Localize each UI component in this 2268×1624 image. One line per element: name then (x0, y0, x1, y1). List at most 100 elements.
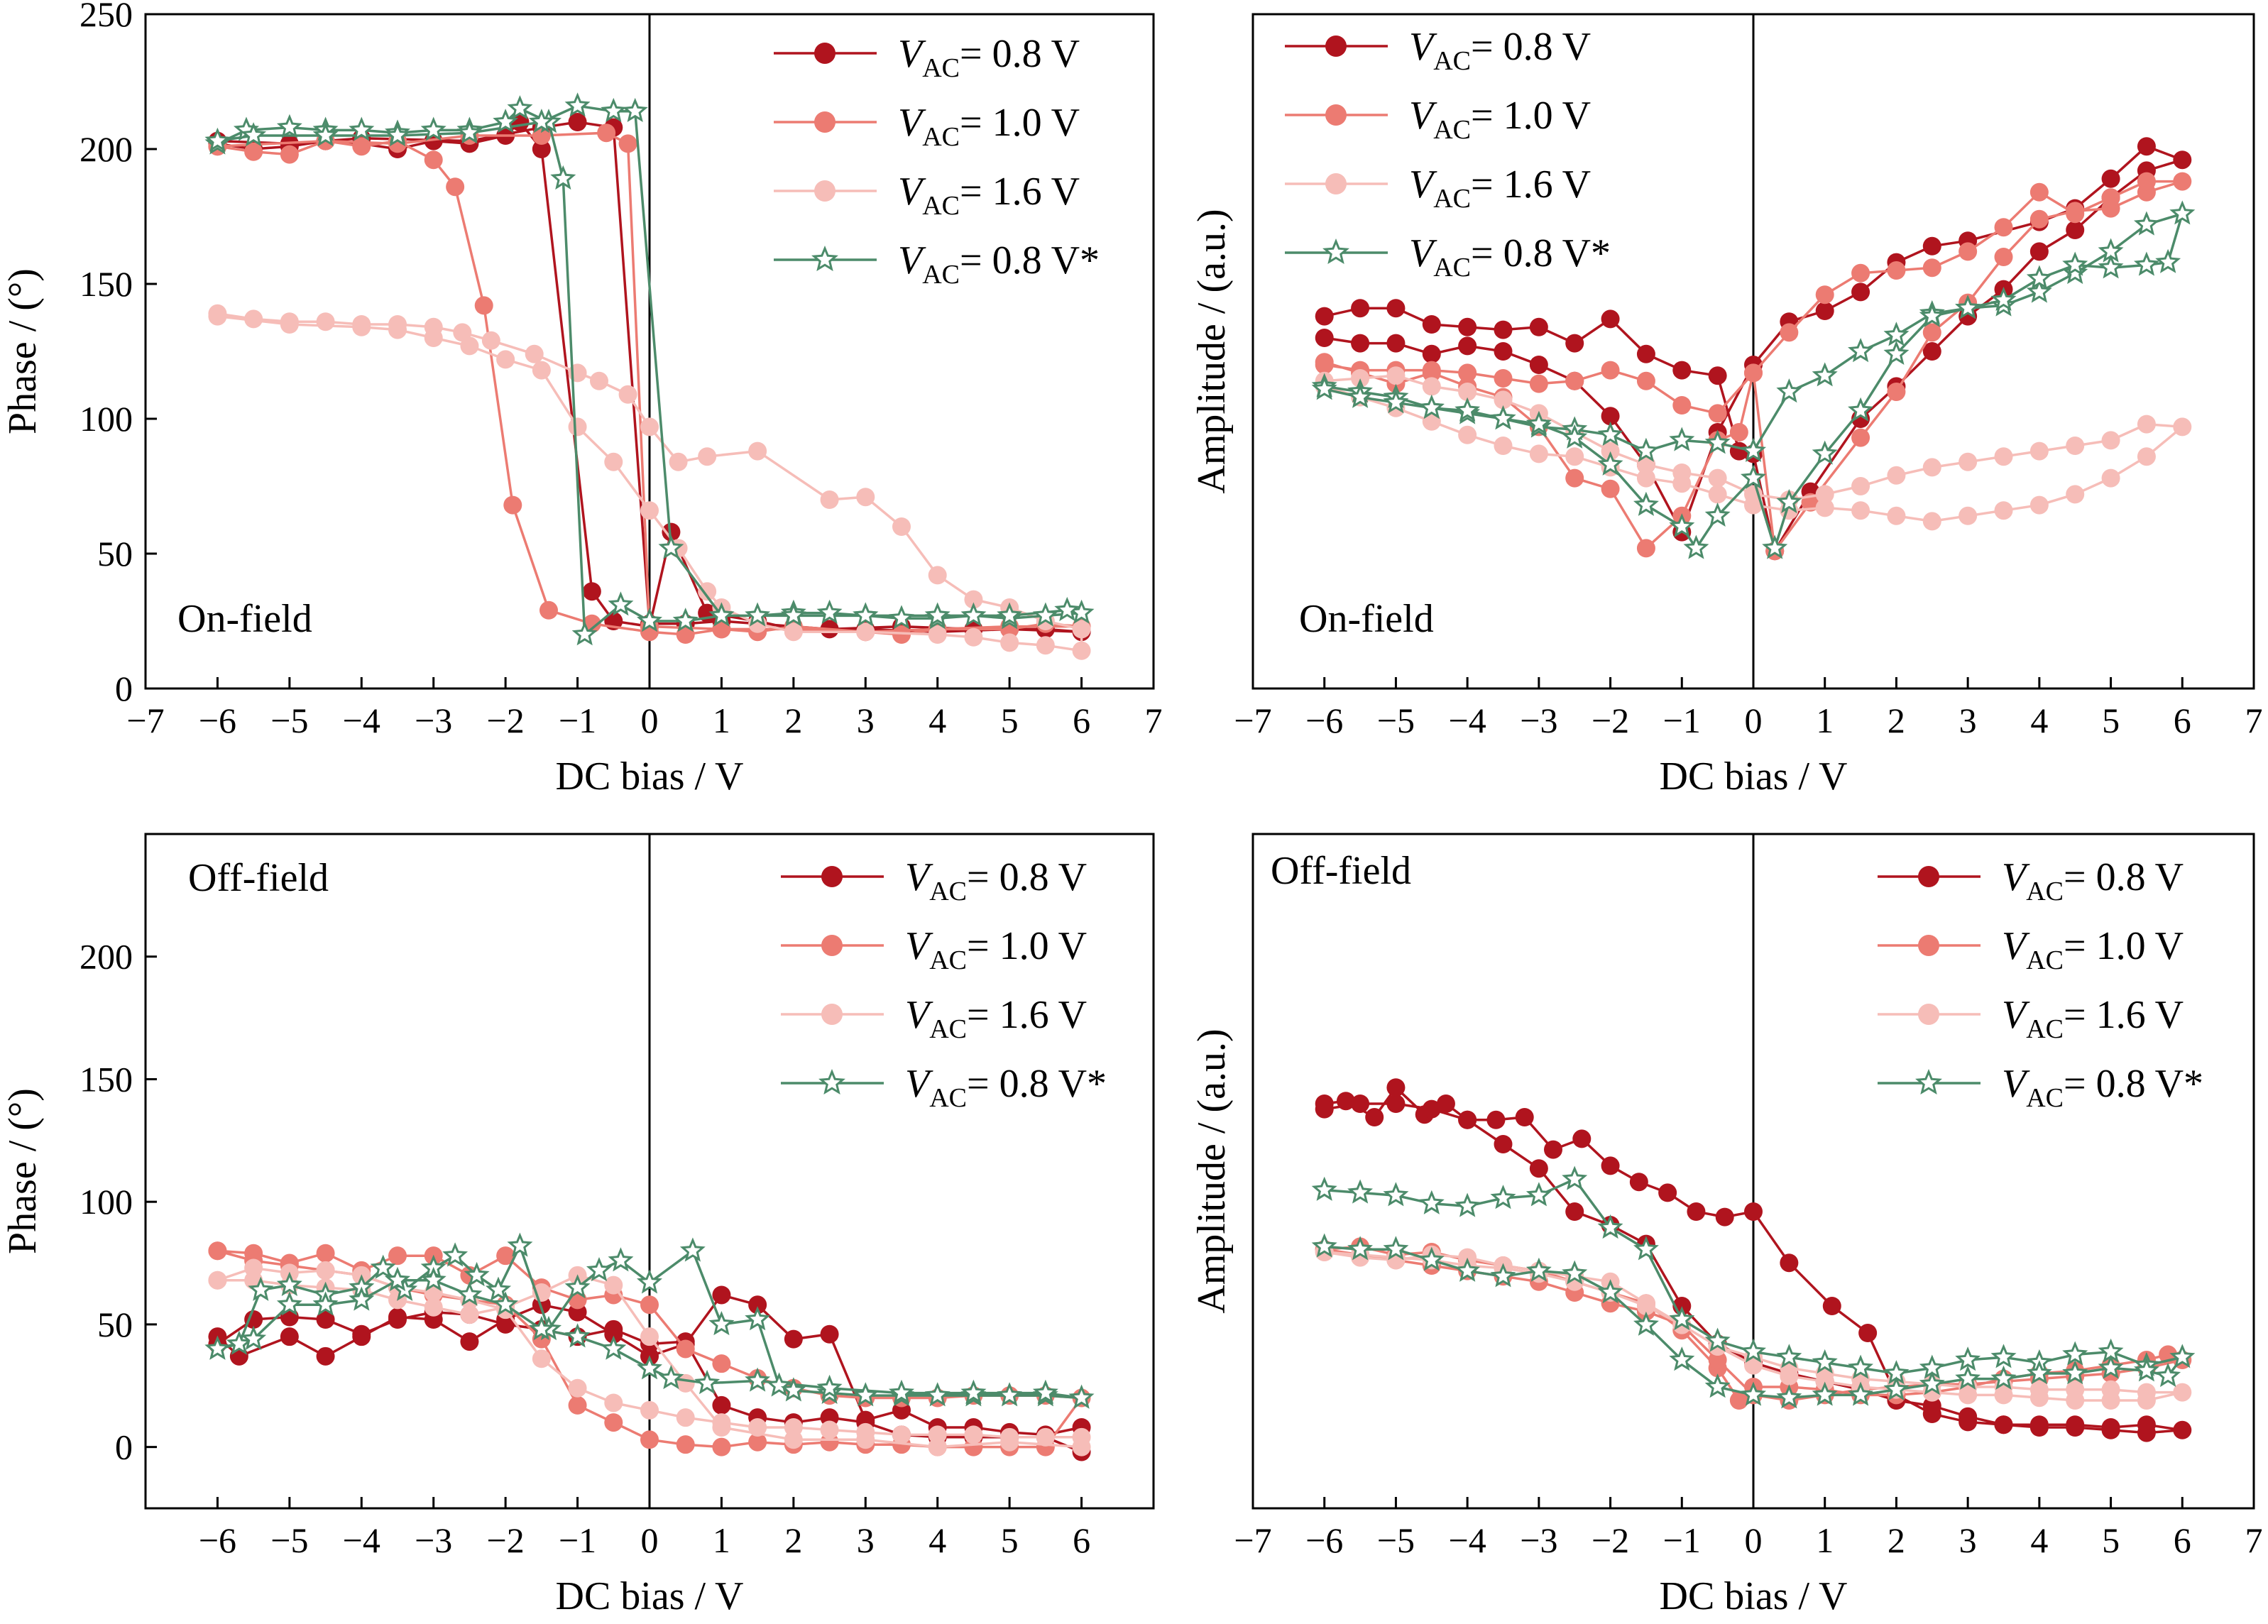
data-point (1455, 1257, 1481, 1282)
data-point (1990, 1344, 2017, 1368)
x-tick-label: 2 (784, 701, 802, 740)
x-tick-label: −7 (126, 701, 164, 740)
data-point (1529, 374, 1548, 393)
data-point (1704, 1373, 1731, 1398)
data-point (1740, 464, 1767, 489)
data-point (1822, 1297, 1841, 1315)
data-point (1848, 397, 1873, 422)
data-point (1812, 1381, 1838, 1406)
x-tick-label: −7 (1234, 1520, 1271, 1560)
data-point (608, 591, 634, 616)
data-point (2066, 485, 2085, 504)
legend-marker (821, 866, 843, 887)
data-point (712, 1285, 731, 1305)
data-point (712, 1354, 731, 1373)
data-point (316, 1346, 335, 1366)
data-point (590, 371, 608, 390)
data-point (712, 1418, 731, 1437)
data-point (1669, 1306, 1695, 1331)
data-point (1494, 437, 1513, 455)
legend-marker (814, 180, 836, 202)
chart-panel-2: −7 −6 −5 −4 −3 −2 −1 0 1 2 3 4 5 6 7 DC bias / V Amplitu… (1190, 13, 2263, 799)
data-point (1922, 323, 1941, 342)
data-point (1883, 1376, 1910, 1401)
data-point (2137, 447, 2156, 466)
y-tick-label: 150 (80, 264, 133, 304)
data-point (2155, 1362, 2181, 1388)
legend-subscript: AC (929, 1083, 967, 1113)
legend-entry-text: VAC= 1.0 V (905, 924, 1087, 975)
data-point (586, 1257, 613, 1282)
legend-marker (821, 935, 843, 956)
x-tick-label: −2 (1592, 1520, 1629, 1560)
legend-marker (1322, 238, 1349, 265)
data-point (424, 1297, 443, 1317)
data-point (2137, 1415, 2156, 1434)
data-point (2029, 441, 2049, 461)
panel-label: On-field (1299, 597, 1434, 641)
data-point (1036, 1427, 1055, 1447)
data-point (1525, 410, 1552, 435)
data-point (1494, 342, 1513, 361)
data-point (525, 344, 544, 363)
data-point (1562, 1260, 1588, 1285)
data-point (1386, 299, 1406, 318)
data-point (2101, 169, 2120, 188)
data-point (2137, 137, 2156, 156)
data-point (1565, 334, 1584, 353)
y-tick-label: 150 (80, 1059, 133, 1099)
legend-marker (811, 246, 838, 272)
series-s08star (1311, 1165, 2196, 1409)
legend-value: = 0.8 V (1471, 25, 1591, 69)
data-point (1812, 440, 1838, 465)
data-point (1490, 1185, 1516, 1209)
data-point (1922, 1396, 1941, 1415)
data-point (1601, 361, 1620, 380)
legend-entry-text: VAC= 1.6 V (898, 170, 1080, 221)
data-point (888, 605, 915, 630)
data-point (1633, 437, 1659, 462)
x-tick-label: −4 (343, 701, 380, 740)
data-point (1311, 1176, 1337, 1201)
legend-entry-text: VAC= 1.0 V (898, 101, 1080, 152)
data-point (204, 127, 231, 152)
x-tick-label: −5 (270, 701, 308, 740)
data-point (2155, 248, 2181, 273)
data-point (1815, 498, 1834, 517)
data-point (1458, 363, 1477, 383)
x-axis-title: DC bias / V (1660, 755, 1848, 799)
legend-entry-text: VAC= 1.0 V (2002, 924, 2184, 975)
data-point (442, 1242, 469, 1267)
data-point (2029, 1415, 2049, 1434)
data-point (571, 621, 598, 646)
data-point (2134, 251, 2159, 276)
x-tick-label: 6 (2174, 1520, 2191, 1560)
x-tick-label: −2 (1592, 701, 1629, 740)
series-s16 (1315, 366, 2192, 531)
data-point (928, 566, 947, 585)
x-tick-label: −1 (559, 1520, 596, 1560)
legend-subscript: AC (929, 1014, 967, 1044)
data-point (1486, 1110, 1506, 1129)
data-point (708, 602, 735, 627)
data-point (1000, 1432, 1019, 1452)
data-point (1494, 390, 1513, 410)
legend-entry-text: VAC= 0.8 V (905, 855, 1087, 906)
data-point (568, 1395, 587, 1415)
data-point (1458, 1110, 1477, 1129)
data-point (493, 1291, 519, 1316)
data-point (1708, 1351, 1727, 1369)
data-point (1851, 477, 1870, 495)
x-axis-title: DC bias / V (556, 755, 744, 799)
data-point (1351, 1094, 1370, 1113)
data-point (924, 602, 951, 627)
data-point (352, 137, 371, 156)
data-point (1072, 1437, 1091, 1456)
data-point (784, 622, 803, 642)
legend-value: = 1.6 V (960, 170, 1080, 214)
data-point (1959, 452, 1978, 471)
data-point (698, 582, 717, 601)
data-point (820, 490, 839, 509)
data-point (1422, 344, 1441, 363)
